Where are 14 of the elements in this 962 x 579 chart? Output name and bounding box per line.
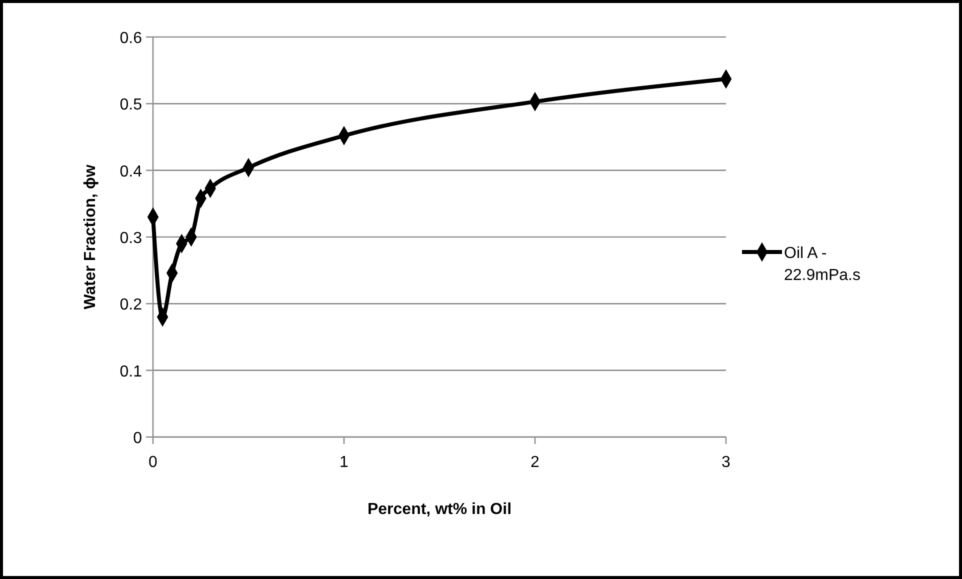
y-tick-label: 0.3 — [120, 230, 142, 247]
y-tick-label: 0 — [133, 430, 142, 447]
y-tick-label: 0.6 — [120, 30, 142, 47]
x-tick-label: 1 — [340, 454, 349, 471]
x-tick-label: 0 — [148, 454, 158, 471]
y-tick-label: 0.1 — [120, 363, 142, 380]
y-tick-label: 0.2 — [120, 296, 142, 314]
x-tick-label: 2 — [530, 454, 540, 471]
legend-label: Oil A - 22.9mPa.s — [784, 245, 860, 284]
x-tick-label: 3 — [722, 454, 731, 471]
y-axis-title: Water Fraction, ϕw — [82, 164, 99, 310]
y-tick-label: 0.4 — [120, 163, 142, 180]
x-axis-title: Percent, wt% in Oil — [367, 501, 512, 518]
y-tick-label: 0.5 — [120, 96, 142, 114]
